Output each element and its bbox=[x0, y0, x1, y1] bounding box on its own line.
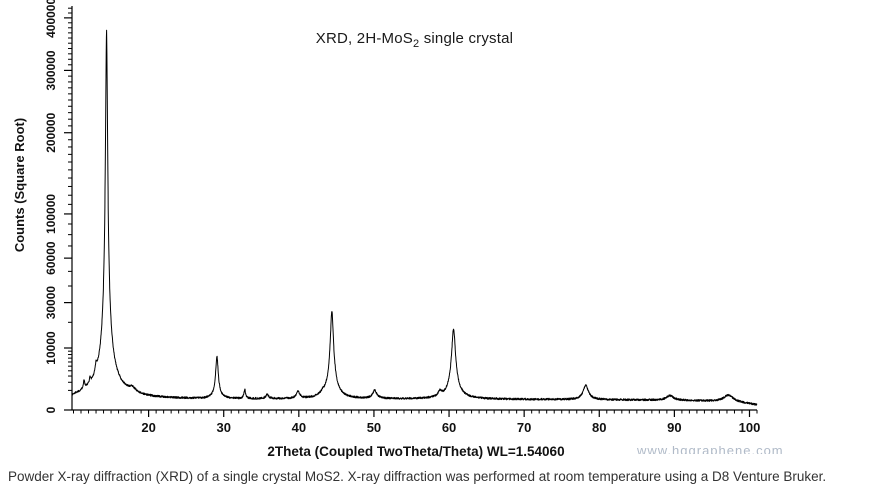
figure-caption: Powder X-ray diffraction (XRD) of a sing… bbox=[8, 469, 827, 484]
y-tick-label: 200000 bbox=[44, 112, 58, 152]
y-tick-label: 60000 bbox=[44, 241, 58, 275]
y-tick-label: 30000 bbox=[44, 286, 58, 320]
x-tick-label: 30 bbox=[216, 420, 230, 435]
diffraction-trace bbox=[72, 29, 758, 406]
x-tick-label: 20 bbox=[141, 420, 155, 435]
watermark: www.hqgraphene.com bbox=[637, 446, 787, 454]
y-tick-label: 400000 bbox=[44, 0, 58, 38]
x-tick-label: 100 bbox=[739, 420, 761, 435]
x-tick-label: 90 bbox=[667, 420, 681, 435]
chart-title-text: XRD, 2H-MoS bbox=[315, 30, 413, 47]
chart-title: XRD, 2H-MoS2 single crystal bbox=[72, 30, 757, 50]
y-tick-label: 300000 bbox=[44, 50, 58, 90]
x-tick-label: 60 bbox=[442, 420, 456, 435]
y-tick-label: 100000 bbox=[44, 194, 58, 234]
chart-title-text-2: single crystal bbox=[419, 30, 514, 47]
x-tick-label: 50 bbox=[367, 420, 381, 435]
trace-path bbox=[72, 29, 758, 406]
x-tick-label: 70 bbox=[517, 420, 531, 435]
chart-title-subscript: 2 bbox=[413, 38, 420, 50]
xrd-plot: 0 10000 30000 60000 100000 200000 300000 400000… bbox=[12, 0, 761, 459]
watermark-text: www.hqgraphene.com bbox=[637, 446, 784, 454]
x-tick-label: 80 bbox=[592, 420, 606, 435]
y-tick-label: 0 bbox=[44, 406, 58, 413]
x-axis-title: 2Theta (Coupled TwoTheta/Theta) WL=1.540… bbox=[267, 444, 564, 459]
y-tick-label: 10000 bbox=[44, 331, 58, 365]
x-tick-label: 40 bbox=[292, 420, 306, 435]
y-axis-title: Counts (Square Root) bbox=[12, 118, 27, 252]
y-axis: 0 10000 30000 60000 100000 200000 300000 400000 bbox=[44, 0, 73, 413]
x-axis: 20 30 40 50 60 70 80 90 100 bbox=[72, 409, 761, 435]
